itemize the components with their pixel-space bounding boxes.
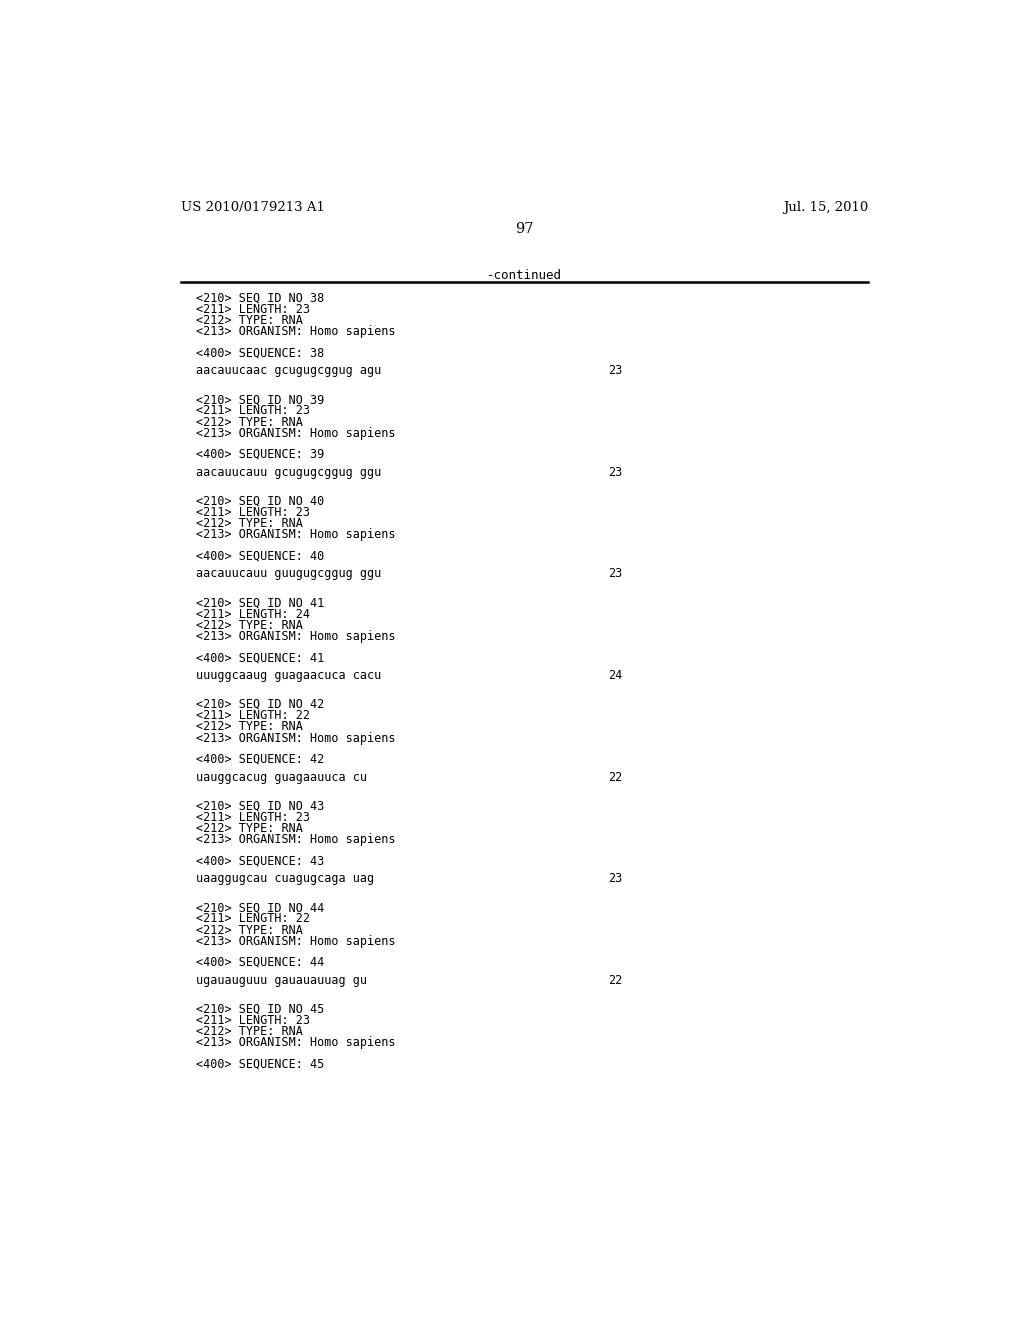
Text: <210> SEQ ID NO 44: <210> SEQ ID NO 44 bbox=[197, 902, 325, 915]
Text: <212> TYPE: RNA: <212> TYPE: RNA bbox=[197, 517, 303, 531]
Text: 24: 24 bbox=[608, 669, 623, 682]
Text: <212> TYPE: RNA: <212> TYPE: RNA bbox=[197, 619, 303, 632]
Text: 97: 97 bbox=[515, 222, 535, 235]
Text: <400> SEQUENCE: 41: <400> SEQUENCE: 41 bbox=[197, 651, 325, 664]
Text: <213> ORGANISM: Homo sapiens: <213> ORGANISM: Homo sapiens bbox=[197, 426, 395, 440]
Text: <400> SEQUENCE: 38: <400> SEQUENCE: 38 bbox=[197, 346, 325, 359]
Text: <211> LENGTH: 22: <211> LENGTH: 22 bbox=[197, 709, 310, 722]
Text: 23: 23 bbox=[608, 466, 623, 479]
Text: -continued: -continued bbox=[487, 268, 562, 281]
Text: <211> LENGTH: 23: <211> LENGTH: 23 bbox=[197, 506, 310, 519]
Text: <211> LENGTH: 23: <211> LENGTH: 23 bbox=[197, 404, 310, 417]
Text: <400> SEQUENCE: 42: <400> SEQUENCE: 42 bbox=[197, 752, 325, 766]
Text: <400> SEQUENCE: 44: <400> SEQUENCE: 44 bbox=[197, 956, 325, 969]
Text: <213> ORGANISM: Homo sapiens: <213> ORGANISM: Homo sapiens bbox=[197, 528, 395, 541]
Text: <212> TYPE: RNA: <212> TYPE: RNA bbox=[197, 822, 303, 836]
Text: <210> SEQ ID NO 38: <210> SEQ ID NO 38 bbox=[197, 292, 325, 305]
Text: uuuggcaaug guagaacuca cacu: uuuggcaaug guagaacuca cacu bbox=[197, 669, 382, 682]
Text: US 2010/0179213 A1: US 2010/0179213 A1 bbox=[180, 201, 325, 214]
Text: <210> SEQ ID NO 45: <210> SEQ ID NO 45 bbox=[197, 1003, 325, 1016]
Text: 23: 23 bbox=[608, 568, 623, 581]
Text: <213> ORGANISM: Homo sapiens: <213> ORGANISM: Homo sapiens bbox=[197, 325, 395, 338]
Text: 22: 22 bbox=[608, 974, 623, 987]
Text: <210> SEQ ID NO 43: <210> SEQ ID NO 43 bbox=[197, 800, 325, 813]
Text: 23: 23 bbox=[608, 364, 623, 378]
Text: <210> SEQ ID NO 39: <210> SEQ ID NO 39 bbox=[197, 393, 325, 407]
Text: <212> TYPE: RNA: <212> TYPE: RNA bbox=[197, 721, 303, 734]
Text: Jul. 15, 2010: Jul. 15, 2010 bbox=[783, 201, 868, 214]
Text: <210> SEQ ID NO 41: <210> SEQ ID NO 41 bbox=[197, 597, 325, 610]
Text: <213> ORGANISM: Homo sapiens: <213> ORGANISM: Homo sapiens bbox=[197, 630, 395, 643]
Text: uauggcacug guagaauuca cu: uauggcacug guagaauuca cu bbox=[197, 771, 368, 784]
Text: aacauucaac gcugugcggug agu: aacauucaac gcugugcggug agu bbox=[197, 364, 382, 378]
Text: ugauauguuu gauauauuag gu: ugauauguuu gauauauuag gu bbox=[197, 974, 368, 987]
Text: <210> SEQ ID NO 42: <210> SEQ ID NO 42 bbox=[197, 698, 325, 711]
Text: <211> LENGTH: 23: <211> LENGTH: 23 bbox=[197, 810, 310, 824]
Text: aacauucauu gcugugcggug ggu: aacauucauu gcugugcggug ggu bbox=[197, 466, 382, 479]
Text: 23: 23 bbox=[608, 873, 623, 886]
Text: <212> TYPE: RNA: <212> TYPE: RNA bbox=[197, 314, 303, 327]
Text: <213> ORGANISM: Homo sapiens: <213> ORGANISM: Homo sapiens bbox=[197, 935, 395, 948]
Text: <212> TYPE: RNA: <212> TYPE: RNA bbox=[197, 416, 303, 429]
Text: <213> ORGANISM: Homo sapiens: <213> ORGANISM: Homo sapiens bbox=[197, 833, 395, 846]
Text: <213> ORGANISM: Homo sapiens: <213> ORGANISM: Homo sapiens bbox=[197, 1036, 395, 1049]
Text: <211> LENGTH: 23: <211> LENGTH: 23 bbox=[197, 1014, 310, 1027]
Text: aacauucauu guugugcggug ggu: aacauucauu guugugcggug ggu bbox=[197, 568, 382, 581]
Text: <210> SEQ ID NO 40: <210> SEQ ID NO 40 bbox=[197, 495, 325, 508]
Text: <211> LENGTH: 23: <211> LENGTH: 23 bbox=[197, 302, 310, 315]
Text: <400> SEQUENCE: 39: <400> SEQUENCE: 39 bbox=[197, 447, 325, 461]
Text: <211> LENGTH: 24: <211> LENGTH: 24 bbox=[197, 607, 310, 620]
Text: <212> TYPE: RNA: <212> TYPE: RNA bbox=[197, 924, 303, 937]
Text: <400> SEQUENCE: 40: <400> SEQUENCE: 40 bbox=[197, 549, 325, 562]
Text: <212> TYPE: RNA: <212> TYPE: RNA bbox=[197, 1026, 303, 1038]
Text: 22: 22 bbox=[608, 771, 623, 784]
Text: <211> LENGTH: 22: <211> LENGTH: 22 bbox=[197, 912, 310, 925]
Text: <400> SEQUENCE: 45: <400> SEQUENCE: 45 bbox=[197, 1057, 325, 1071]
Text: <213> ORGANISM: Homo sapiens: <213> ORGANISM: Homo sapiens bbox=[197, 731, 395, 744]
Text: uaaggugcau cuagugcaga uag: uaaggugcau cuagugcaga uag bbox=[197, 873, 375, 886]
Text: <400> SEQUENCE: 43: <400> SEQUENCE: 43 bbox=[197, 854, 325, 867]
